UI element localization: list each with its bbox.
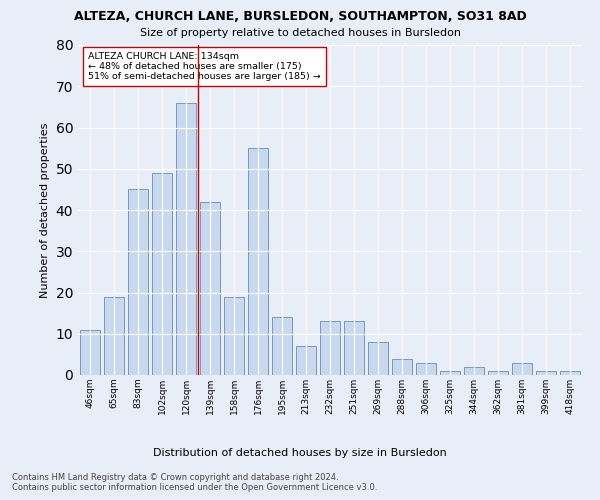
Bar bbox=[368, 342, 388, 375]
Bar bbox=[560, 371, 580, 375]
Bar bbox=[536, 371, 556, 375]
Bar bbox=[248, 148, 268, 375]
Bar bbox=[80, 330, 100, 375]
Bar bbox=[224, 296, 244, 375]
Text: ALTEZA CHURCH LANE: 134sqm
← 48% of detached houses are smaller (175)
51% of sem: ALTEZA CHURCH LANE: 134sqm ← 48% of deta… bbox=[88, 52, 321, 82]
Bar bbox=[320, 322, 340, 375]
Text: Size of property relative to detached houses in Bursledon: Size of property relative to detached ho… bbox=[139, 28, 461, 38]
Text: ALTEZA, CHURCH LANE, BURSLEDON, SOUTHAMPTON, SO31 8AD: ALTEZA, CHURCH LANE, BURSLEDON, SOUTHAMP… bbox=[74, 10, 526, 23]
Bar bbox=[272, 318, 292, 375]
Bar bbox=[296, 346, 316, 375]
Bar bbox=[416, 362, 436, 375]
Bar bbox=[488, 371, 508, 375]
Text: Distribution of detached houses by size in Bursledon: Distribution of detached houses by size … bbox=[153, 448, 447, 458]
Bar bbox=[128, 190, 148, 375]
Bar bbox=[176, 103, 196, 375]
Bar bbox=[512, 362, 532, 375]
Bar bbox=[200, 202, 220, 375]
Bar bbox=[464, 367, 484, 375]
Bar bbox=[392, 358, 412, 375]
Bar bbox=[344, 322, 364, 375]
Bar bbox=[104, 296, 124, 375]
Bar bbox=[440, 371, 460, 375]
Bar bbox=[152, 173, 172, 375]
Text: Contains public sector information licensed under the Open Government Licence v3: Contains public sector information licen… bbox=[12, 484, 377, 492]
Text: Contains HM Land Registry data © Crown copyright and database right 2024.: Contains HM Land Registry data © Crown c… bbox=[12, 474, 338, 482]
Y-axis label: Number of detached properties: Number of detached properties bbox=[40, 122, 50, 298]
